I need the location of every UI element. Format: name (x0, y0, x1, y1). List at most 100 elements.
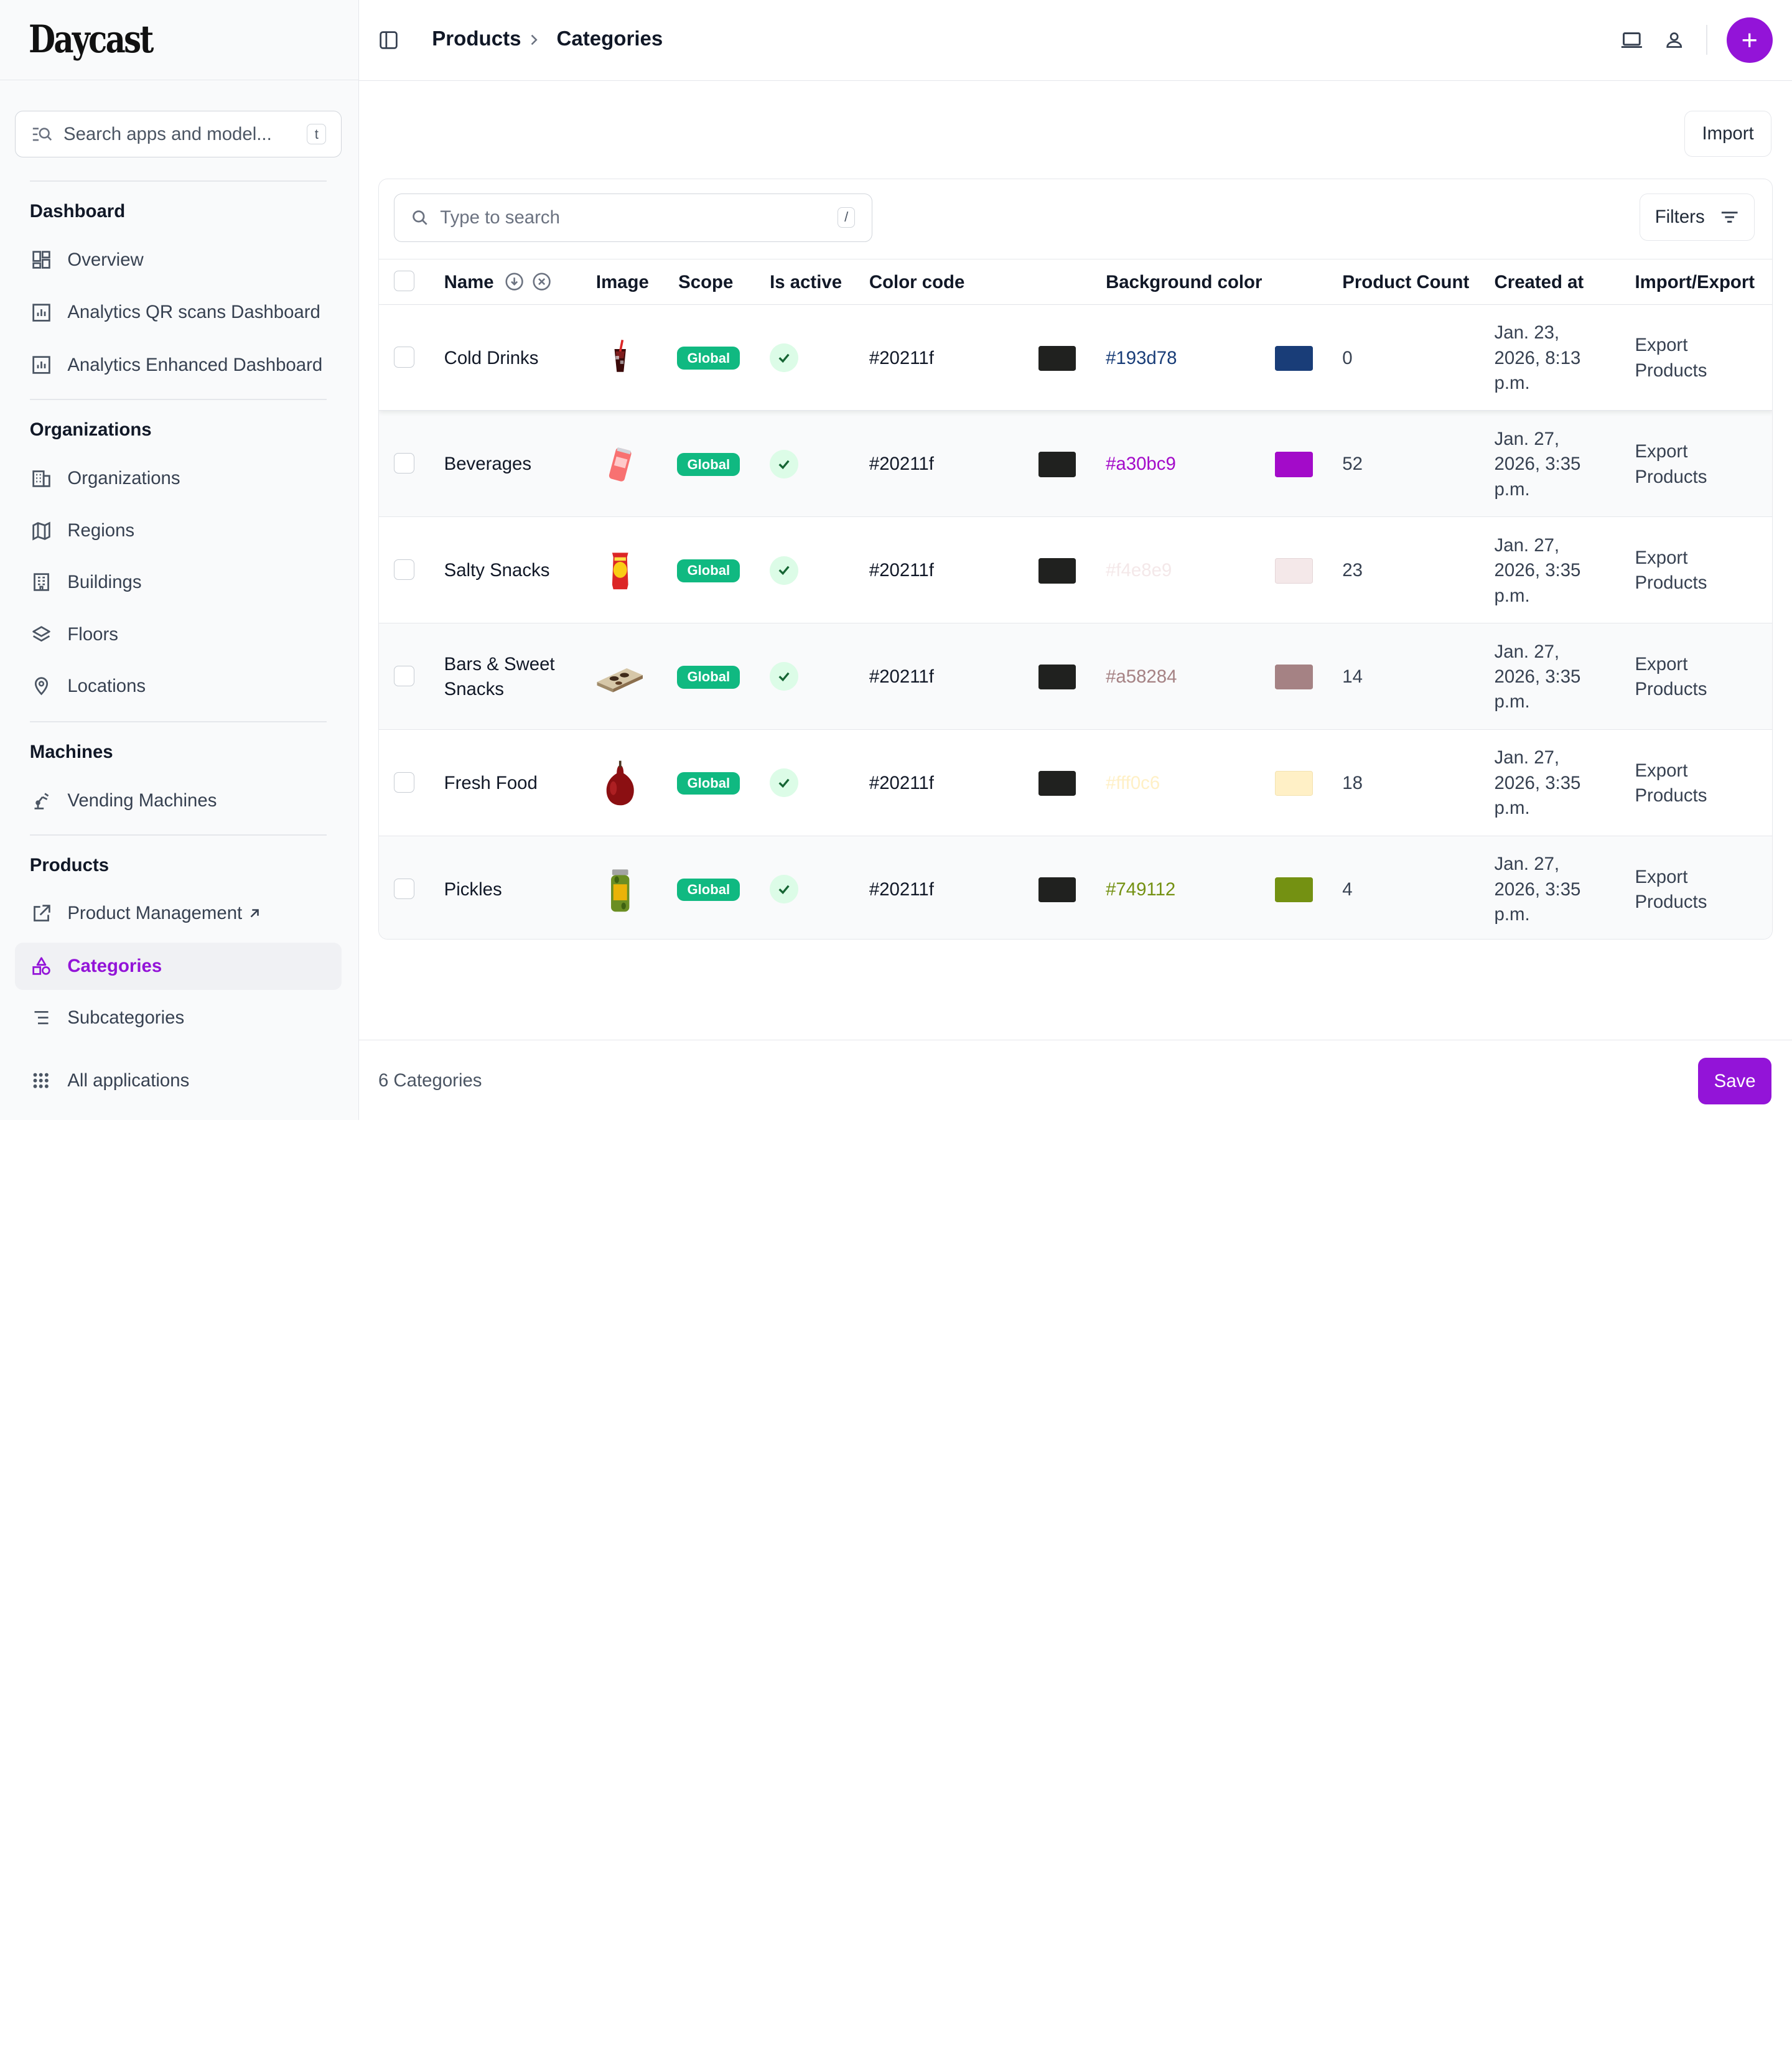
sidebar-item-label: Locations (67, 675, 146, 696)
sidebar-item-label: Floors (67, 624, 118, 645)
select-all-checkbox[interactable] (393, 271, 414, 292)
app-window: Daycast Search apps and model... t Dashb… (0, 0, 1792, 1120)
row-checkbox[interactable] (393, 559, 414, 581)
table-row[interactable]: Bars & Sweet Snacks Global #20211f #a582… (378, 623, 1772, 730)
background-color-swatch (1274, 558, 1313, 584)
created-at: Jan. 27, 2026, 3:35 p.m. (1494, 534, 1581, 606)
row-checkbox[interactable] (393, 772, 414, 793)
section-organizations: Organizations (29, 419, 152, 441)
sidebar-item-label: Categories (67, 955, 162, 976)
apps-grid-icon (30, 1069, 53, 1092)
sidebar-item-categories[interactable]: Categories (14, 943, 342, 990)
dashboard-grid-icon (30, 248, 53, 271)
row-checkbox[interactable] (393, 347, 414, 368)
export-products-link[interactable]: Export Products (1635, 866, 1707, 912)
sidebar-item-buildings[interactable]: Buildings (15, 559, 342, 605)
sidebar-item-locations[interactable]: Locations (15, 663, 342, 709)
save-button[interactable]: Save (1698, 1057, 1771, 1105)
scope-badge: Global (677, 559, 740, 582)
building-office-icon (30, 467, 53, 490)
row-name[interactable]: Cold Drinks (444, 347, 539, 368)
search-list-icon (32, 128, 52, 141)
created-at: Jan. 23, 2026, 8:13 p.m. (1494, 322, 1581, 394)
sidebar-toggle-icon[interactable] (378, 30, 399, 50)
row-name[interactable]: Salty Snacks (444, 560, 550, 581)
row-checkbox[interactable] (393, 665, 414, 686)
sidebar-item-floors[interactable]: Floors (15, 612, 342, 658)
background-color-value: #749112 (1106, 879, 1176, 900)
active-check-icon (770, 556, 798, 585)
divider (29, 834, 327, 836)
salty-snacks-image (592, 543, 649, 600)
layers-icon (30, 623, 53, 646)
row-name[interactable]: Pickles (444, 879, 502, 900)
sidebar-item-all-applications[interactable]: All applications (15, 1057, 342, 1104)
active-check-icon (770, 449, 798, 478)
column-name[interactable]: Name (444, 272, 494, 293)
table-row[interactable]: Fresh Food Global #20211f #fff0c6 18 Jan… (378, 730, 1772, 836)
active-check-icon (770, 662, 798, 691)
sidebar-item-label: Analytics QR scans Dashboard (67, 302, 320, 323)
row-checkbox[interactable] (393, 878, 414, 899)
row-name[interactable]: Beverages (444, 454, 532, 475)
table-row[interactable]: Cold Drinks Global #20211f #193d78 0 Jan… (378, 304, 1772, 411)
background-color-value: #f4e8e9 (1106, 560, 1172, 581)
export-products-link[interactable]: Export Products (1635, 653, 1707, 700)
color-code-value: #20211f (869, 879, 934, 900)
table-row[interactable]: Pickles Global #20211f #749112 4 Jan. 27… (378, 836, 1772, 939)
sort-descending-icon[interactable] (505, 272, 524, 291)
sidebar-item-organizations[interactable]: Organizations (15, 455, 342, 501)
category-count: 6 Categories (378, 1070, 482, 1091)
footer-bar: 6 Categories Save (358, 1040, 1792, 1120)
import-button[interactable]: Import (1684, 111, 1771, 157)
active-check-icon (770, 343, 798, 372)
filters-label: Filters (1654, 207, 1705, 228)
table-search[interactable]: / (393, 194, 873, 242)
created-at: Jan. 27, 2026, 3:35 p.m. (1494, 429, 1581, 500)
sidebar-item-regions[interactable]: Regions (15, 507, 342, 554)
export-products-link[interactable]: Export Products (1635, 335, 1707, 381)
sidebar-item-overview[interactable]: Overview (15, 236, 342, 283)
add-button[interactable] (1727, 17, 1773, 63)
product-count: 52 (1342, 454, 1363, 475)
divider (1706, 25, 1708, 55)
scope-badge: Global (677, 665, 740, 689)
column-is-active: Is active (770, 272, 842, 293)
shapes-icon (30, 955, 53, 978)
created-at: Jan. 27, 2026, 3:35 p.m. (1494, 747, 1581, 819)
background-color-value: #a58284 (1106, 666, 1177, 688)
brand-logo[interactable]: Daycast (0, 0, 358, 80)
robot-arm-icon (30, 789, 53, 812)
table-row[interactable]: Beverages Global #20211f #a30bc9 52 Jan.… (378, 411, 1772, 518)
breadcrumb-products[interactable]: Products (432, 27, 521, 51)
product-count: 18 (1342, 772, 1363, 793)
background-color-value: #a30bc9 (1106, 454, 1176, 475)
sidebar-item-subcategories[interactable]: Subcategories (15, 994, 342, 1041)
section-machines: Machines (29, 742, 113, 763)
row-name[interactable]: Fresh Food (444, 772, 538, 793)
export-products-link[interactable]: Export Products (1635, 760, 1707, 806)
column-scope: Scope (678, 272, 734, 293)
clear-sort-icon[interactable] (532, 272, 551, 291)
export-products-link[interactable]: Export Products (1635, 548, 1707, 594)
cold-drinks-image (592, 330, 649, 387)
color-code-value: #20211f (869, 772, 934, 793)
sidebar-item-vending-machines[interactable]: Vending Machines (15, 777, 342, 824)
sidebar-item-product-management[interactable]: Product Management (15, 890, 342, 937)
sidebar-item-label: Product Management (67, 903, 243, 924)
table-search-input[interactable] (440, 207, 806, 228)
column-image: Image (595, 272, 649, 293)
sidebar-item-analytics-qr[interactable]: Analytics QR scans Dashboard (15, 289, 342, 336)
laptop-icon[interactable] (1620, 30, 1643, 50)
table-row[interactable]: Salty Snacks Global #20211f #f4e8e9 23 J… (378, 517, 1772, 623)
export-products-link[interactable]: Export Products (1635, 441, 1707, 487)
sidebar-item-analytics-enhanced[interactable]: Analytics Enhanced Dashboard (15, 342, 342, 388)
row-name[interactable]: Bars & Sweet Snacks (444, 653, 555, 700)
row-checkbox[interactable] (393, 453, 414, 474)
user-icon[interactable] (1665, 30, 1683, 50)
product-count: 0 (1342, 347, 1353, 368)
sidebar-item-label: Vending Machines (67, 790, 217, 811)
filters-button[interactable]: Filters (1639, 194, 1755, 241)
bar-chart-icon (30, 353, 53, 376)
sidebar-search[interactable]: Search apps and model... t (14, 111, 342, 158)
